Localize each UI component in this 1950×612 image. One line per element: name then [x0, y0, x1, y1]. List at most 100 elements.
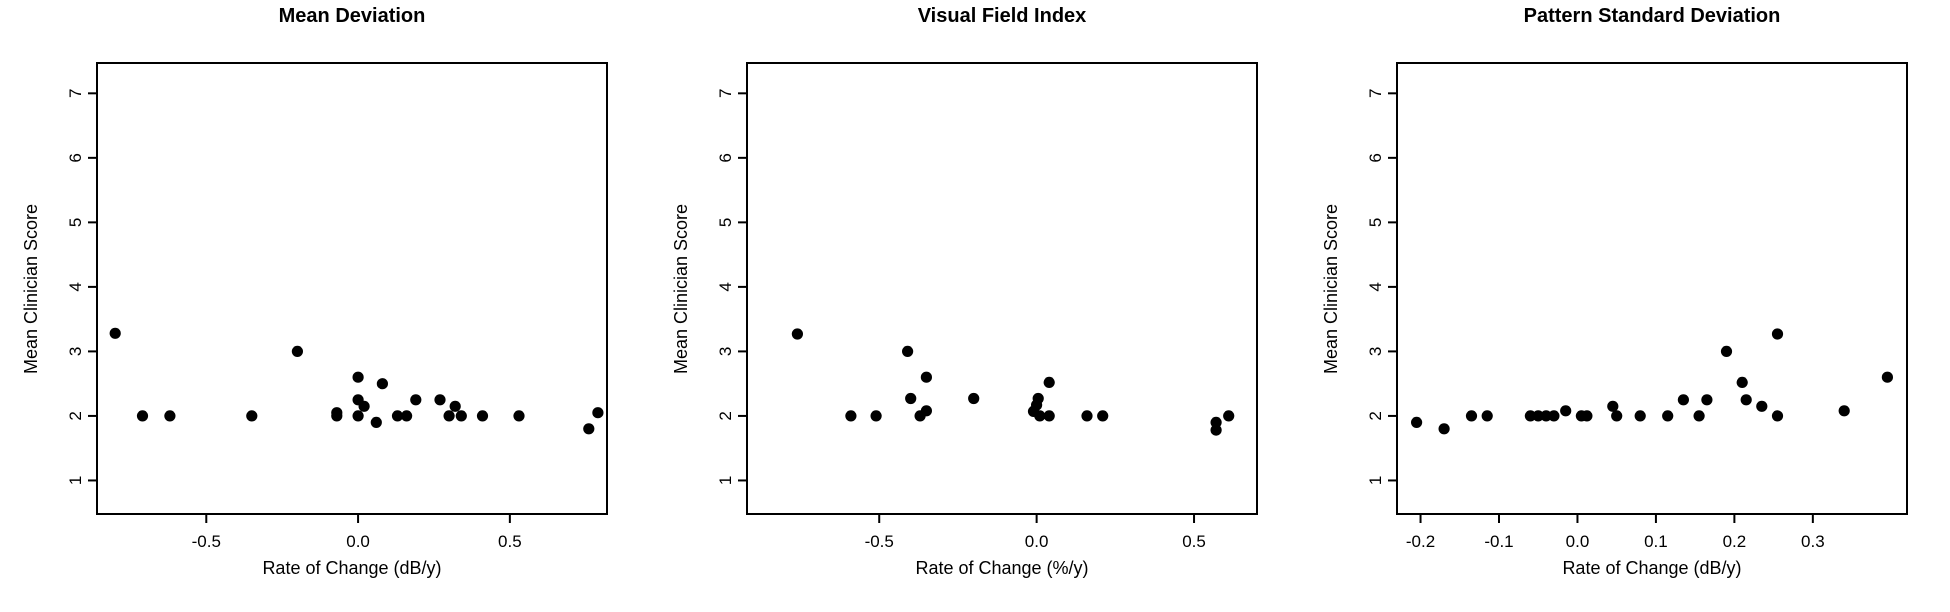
- data-point: [1210, 424, 1222, 436]
- data-point: [902, 345, 914, 357]
- y-tick-label: 6: [716, 153, 735, 162]
- data-point: [845, 410, 857, 422]
- y-tick-label: 4: [66, 282, 85, 291]
- data-point: [449, 400, 461, 412]
- data-point: [109, 327, 121, 339]
- data-point: [1740, 394, 1752, 406]
- y-tick-label: 3: [716, 347, 735, 356]
- data-point: [1736, 376, 1748, 388]
- data-point: [291, 345, 303, 357]
- y-tick-label: 1: [66, 476, 85, 485]
- chart-title: Visual Field Index: [917, 5, 1087, 27]
- chart-title: Mean Deviation: [278, 5, 426, 27]
- data-point: [1662, 410, 1674, 422]
- x-tick-label: 0.0: [1025, 532, 1049, 551]
- x-axis-label: Rate of Change (%/y): [915, 558, 1089, 578]
- x-tick-label: 0.5: [498, 532, 522, 551]
- data-point: [1532, 410, 1544, 422]
- data-point: [1607, 400, 1619, 412]
- x-tick-label: 0.2: [1723, 532, 1747, 551]
- data-point: [1481, 410, 1493, 422]
- data-point: [434, 394, 446, 406]
- data-point: [1043, 410, 1055, 422]
- scatter-plot-visual-field-index: -0.5 0.0 0.5 1 2 3 4 5 6 7: [716, 62, 1258, 551]
- data-point: [920, 371, 932, 383]
- y-tick-label: 4: [716, 282, 735, 291]
- data-point: [1771, 410, 1784, 422]
- data-point: [583, 423, 595, 435]
- data-point: [1560, 405, 1572, 417]
- x-tick-label: 0.0: [1566, 532, 1590, 551]
- data-point: [968, 392, 980, 405]
- plot-box: [1396, 62, 1908, 515]
- data-point: [1524, 410, 1536, 422]
- scatter-plot-mean-deviation: -0.5 0.0 0.5 1 2 3 4 5 6 7: [66, 62, 608, 551]
- y-tick-label: 5: [66, 218, 85, 227]
- data-point: [905, 392, 917, 405]
- data-point: [352, 371, 364, 383]
- y-tick-label: 5: [716, 218, 735, 227]
- y-tick-label: 1: [716, 476, 735, 485]
- data-point: [1720, 345, 1733, 357]
- data-point: [1677, 394, 1689, 406]
- data-point: [870, 410, 882, 422]
- data-point: [376, 378, 388, 390]
- data-point: [476, 410, 489, 422]
- data-point: [246, 410, 258, 422]
- data-point: [370, 416, 382, 428]
- data-point: [331, 410, 343, 422]
- x-tick-label: -0.1: [1484, 532, 1513, 551]
- x-tick-label: -0.5: [865, 532, 894, 551]
- y-tick-label: 3: [66, 347, 85, 356]
- data-point: [352, 410, 364, 422]
- y-tick-label: 2: [716, 411, 735, 420]
- panel-visual-field-index: Visual Field Index Mean Clinician Score …: [650, 0, 1300, 612]
- data-point: [1081, 410, 1093, 422]
- chart-title: Pattern Standard Deviation: [1523, 5, 1781, 27]
- x-tick-label: 0.1: [1644, 532, 1668, 551]
- data-point: [1881, 371, 1893, 383]
- data-point: [1465, 410, 1478, 422]
- data-point: [443, 410, 455, 422]
- data-point: [1634, 410, 1646, 422]
- data-point: [1043, 376, 1055, 388]
- data-point: [791, 328, 803, 340]
- x-tick-label: -0.2: [1406, 532, 1435, 551]
- data-point: [513, 410, 525, 422]
- y-tick-label: 7: [716, 89, 735, 98]
- data-point: [136, 410, 149, 422]
- data-point: [358, 400, 370, 412]
- x-tick-label: 0.0: [346, 532, 370, 551]
- x-tick-label: 0.5: [1182, 532, 1206, 551]
- data-point: [164, 410, 176, 422]
- data-point: [1223, 410, 1235, 422]
- y-tick-label: 6: [66, 153, 85, 162]
- plot-box: [96, 62, 608, 515]
- panel-pattern-standard-deviation: Pattern Standard Deviation Mean Clinicia…: [1300, 0, 1950, 612]
- y-tick-label: 6: [1366, 153, 1385, 162]
- plot-box: [746, 62, 1258, 515]
- data-point: [391, 410, 404, 422]
- data-point: [1756, 400, 1768, 412]
- scatter-plot-pattern-standard-deviation: -0.2 -0.1 0.0 0.1 0.2 0.3 1 2 3 4 5 6 7: [1366, 62, 1908, 551]
- y-tick-label: 5: [1366, 218, 1385, 227]
- data-point: [1210, 416, 1222, 428]
- y-tick-label: 1: [1366, 476, 1385, 485]
- y-tick-label: 2: [66, 411, 85, 420]
- y-tick-label: 2: [1366, 411, 1385, 420]
- y-tick-label: 4: [1366, 282, 1385, 291]
- data-point: [592, 407, 604, 419]
- y-tick-label: 3: [1366, 347, 1385, 356]
- panel-mean-deviation: Mean Deviation Mean Clinician Score -0.5…: [0, 0, 650, 612]
- data-point: [401, 410, 413, 422]
- x-tick-label: -0.5: [192, 532, 221, 551]
- y-tick-label: 7: [66, 89, 85, 98]
- x-tick-label: 0.3: [1801, 532, 1825, 551]
- data-point: [1581, 410, 1593, 422]
- data-point: [1611, 410, 1623, 422]
- data-point: [410, 394, 422, 406]
- x-axis-label: Rate of Change (dB/y): [262, 558, 442, 578]
- data-point: [1438, 423, 1450, 435]
- data-point: [1034, 410, 1046, 422]
